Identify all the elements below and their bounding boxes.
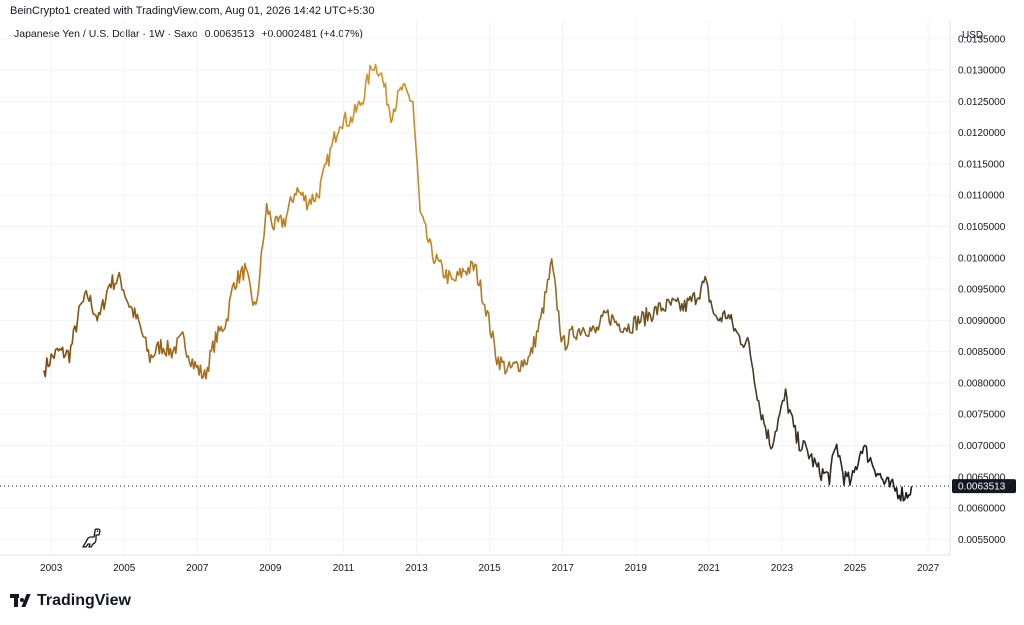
price-tick-label: 0.0105000 — [958, 222, 1006, 233]
price-tick-label: 0.0065000 — [958, 472, 1006, 483]
dino-icon — [82, 528, 101, 548]
time-tick-label: 2003 — [40, 563, 63, 574]
price-tick-label: 0.0085000 — [958, 347, 1006, 358]
price-tick-label: 0.0110000 — [958, 191, 1005, 202]
svg-text:0.0063513: 0.0063513 — [958, 482, 1006, 493]
time-tick-label: 2021 — [698, 563, 721, 574]
tradingview-logo-text: TradingView — [37, 592, 131, 609]
price-tick-label: 0.0075000 — [958, 410, 1006, 421]
price-tick-label: 0.0130000 — [958, 66, 1006, 77]
time-tick-label: 2019 — [625, 563, 648, 574]
time-tick-label: 2025 — [844, 563, 867, 574]
time-tick-label: 2005 — [113, 563, 136, 574]
price-tick-label: 0.0135000 — [958, 34, 1006, 45]
time-tick-label: 2011 — [333, 563, 355, 574]
price-tick-label: 0.0090000 — [958, 316, 1006, 327]
symbol-legend[interactable]: Japanese Yen / U.S. Dollar · 1W · Saxo 0… — [14, 28, 367, 40]
tradingview-logo[interactable]: TradingView — [10, 592, 131, 610]
price-tick-label: 0.0100000 — [958, 253, 1006, 264]
price-axis[interactable]: 0.0055000 0.0060000 0.0065000 0.0070000 0.00… — [958, 34, 1006, 546]
time-tick-label: 2013 — [405, 563, 428, 574]
time-tick-label: 2007 — [186, 563, 209, 574]
price-tick-label: 0.0055000 — [958, 535, 1006, 546]
price-tick-label: 0.0080000 — [958, 378, 1006, 389]
grid — [0, 20, 950, 555]
time-tick-label: 2017 — [552, 563, 575, 574]
chart-credit: BeinCrypto1 created with TradingView.com… — [10, 5, 375, 17]
price-tick-label: 0.0120000 — [958, 128, 1006, 139]
time-axis[interactable]: 2003 2005 2007 2009 2011 2013 2015 2017 2019 2021… — [40, 563, 940, 574]
price-axis-unit: USD — [962, 30, 983, 41]
price-series-line — [43, 63, 913, 502]
price-tick-label: 0.0060000 — [958, 504, 1006, 515]
time-tick-label: 2015 — [478, 563, 501, 574]
time-tick-label: 2023 — [771, 563, 794, 574]
time-tick-label: 2009 — [259, 563, 282, 574]
last-price-tag: 0.0063513 — [952, 479, 1016, 494]
price-tick-label: 0.0115000 — [958, 159, 1005, 170]
price-change: +0.0002481 (+4.07%) — [261, 28, 363, 40]
price-tick-label: 0.0095000 — [958, 285, 1006, 296]
symbol-title: Japanese Yen / U.S. Dollar · 1W · Saxo — [14, 28, 198, 40]
tradingview-logo-icon — [10, 594, 32, 608]
last-price: 0.0063513 — [204, 28, 255, 40]
price-tick-label: 0.0070000 — [958, 441, 1006, 452]
price-tick-label: 0.0125000 — [958, 97, 1006, 108]
time-tick-label: 2027 — [917, 563, 940, 574]
